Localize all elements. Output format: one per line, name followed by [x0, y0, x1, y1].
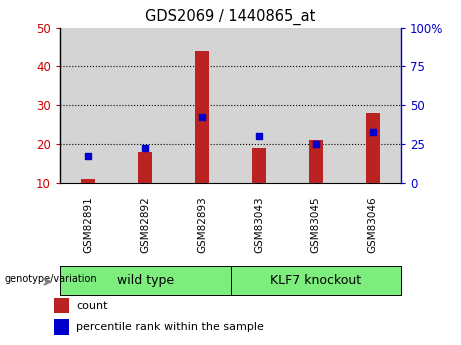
- Text: genotype/variation: genotype/variation: [5, 274, 97, 284]
- Bar: [117, 28, 174, 183]
- Point: [312, 141, 319, 147]
- Text: percentile rank within the sample: percentile rank within the sample: [76, 322, 264, 332]
- Bar: [366, 113, 380, 183]
- Bar: [54, 298, 69, 313]
- Text: KLF7 knockout: KLF7 knockout: [270, 274, 361, 287]
- Bar: [54, 319, 69, 335]
- Bar: [174, 28, 230, 183]
- Bar: [287, 28, 344, 183]
- Title: GDS2069 / 1440865_at: GDS2069 / 1440865_at: [145, 9, 316, 25]
- Text: GSM83046: GSM83046: [367, 197, 378, 254]
- Bar: [138, 152, 152, 183]
- Text: count: count: [76, 301, 107, 311]
- Text: GSM82892: GSM82892: [140, 197, 150, 254]
- Text: GSM83045: GSM83045: [311, 197, 321, 254]
- Bar: [60, 28, 117, 183]
- Bar: [81, 179, 95, 183]
- Bar: [230, 28, 287, 183]
- Text: GSM82893: GSM82893: [197, 197, 207, 254]
- Bar: [309, 140, 323, 183]
- Text: wild type: wild type: [117, 274, 174, 287]
- Text: GSM82891: GSM82891: [83, 197, 94, 254]
- Bar: [252, 148, 266, 183]
- Point: [85, 153, 92, 158]
- Bar: [344, 28, 401, 183]
- Point: [255, 134, 263, 139]
- Text: GSM83043: GSM83043: [254, 197, 264, 254]
- Point: [142, 145, 149, 151]
- Point: [198, 114, 206, 120]
- Bar: [195, 51, 209, 183]
- Point: [369, 130, 376, 135]
